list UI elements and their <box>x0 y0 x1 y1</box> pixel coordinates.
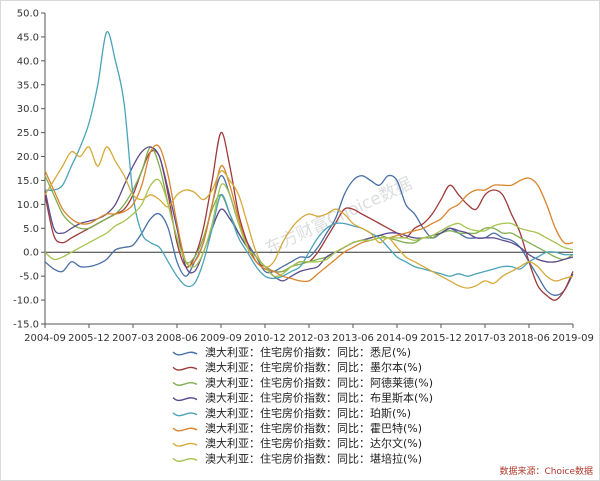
legend-label: 澳大利亚：住宅房价指数：同比：布里斯本(%) <box>205 391 433 405</box>
legend-swatch <box>172 442 198 447</box>
x-tick-label: 2008-06 <box>156 333 198 344</box>
y-tick-label: -10.0 <box>13 296 39 307</box>
y-tick-label: 40.0 <box>17 56 39 67</box>
legend-label: 澳大利亚：住宅房价指数：同比：达尔文(%) <box>205 436 422 450</box>
legend-label: 澳大利亚：住宅房价指数：同比：悉尼(%) <box>205 345 411 359</box>
x-tick-label: 2009-09 <box>200 333 242 344</box>
x-tick-label: 2010-12 <box>244 333 286 344</box>
legend-label: 澳大利亚：住宅房价指数：同比：墨尔本(%) <box>205 360 422 374</box>
x-tick-label: 2015-12 <box>420 333 462 344</box>
x-tick-label: 2013-06 <box>332 333 374 344</box>
x-tick-label: 2019-09 <box>552 333 594 344</box>
x-tick-label: 2005-12 <box>68 333 110 344</box>
legend-swatch <box>172 366 198 371</box>
y-tick-label: 15.0 <box>17 176 39 187</box>
legend-label: 澳大利亚：住宅房价指数：同比：珀斯(%) <box>205 406 411 420</box>
y-tick-label: 0.0 <box>23 248 39 259</box>
series-line-2 <box>44 131 574 301</box>
legend-label: 澳大利亚：住宅房价指数：同比：阿德莱德(%) <box>205 375 433 389</box>
legend-label: 澳大利亚：住宅房价指数：同比：霍巴特(%) <box>205 421 422 435</box>
axes: -15.0 -10.0 -5.0 0.0 5.0 10.0 15.0 20.0 25.0 30.0… <box>13 9 594 345</box>
y-tick-label: 10.0 <box>17 200 39 211</box>
data-source-note: 数据来源：Choice数据 <box>500 465 593 477</box>
legend-swatch <box>172 412 198 417</box>
series-line-5 <box>44 31 574 288</box>
x-tick-label: 2012-03 <box>288 333 330 344</box>
legend-swatch <box>172 381 198 386</box>
series-line-7 <box>44 146 574 289</box>
legend-swatch <box>172 397 198 402</box>
legend-swatch <box>172 351 198 356</box>
y-tick-label: 5.0 <box>23 224 39 235</box>
y-tick-label: 45.0 <box>17 32 39 43</box>
x-tick-label: 2007-03 <box>112 333 154 344</box>
legend-label: 澳大利亚：住宅房价指数：同比：堪培拉(%) <box>205 451 422 465</box>
y-tick-label: -15.0 <box>13 320 39 331</box>
x-tick-label: 2017-03 <box>464 333 506 344</box>
legend-swatch <box>172 457 198 462</box>
x-tick-label: 2014-09 <box>376 333 418 344</box>
series-line-4 <box>44 146 574 282</box>
y-tick-label: 25.0 <box>17 128 39 139</box>
series-line-6 <box>44 144 574 283</box>
x-tick-label: 2004-09 <box>24 333 66 344</box>
series-lines <box>44 31 574 301</box>
y-tick-label: 30.0 <box>17 104 39 115</box>
y-tick-label: 35.0 <box>17 80 39 91</box>
y-tick-label: -5.0 <box>19 272 39 283</box>
x-tick-label: 2018-06 <box>508 333 550 344</box>
series-line-8 <box>44 178 574 278</box>
y-tick-label: 50.0 <box>17 9 39 20</box>
legend: 澳大利亚：住宅房价指数：同比：悉尼(%)澳大利亚：住宅房价指数：同比：墨尔本(%… <box>172 345 433 465</box>
legend-swatch <box>172 427 198 432</box>
y-tick-label: 20.0 <box>17 152 39 163</box>
